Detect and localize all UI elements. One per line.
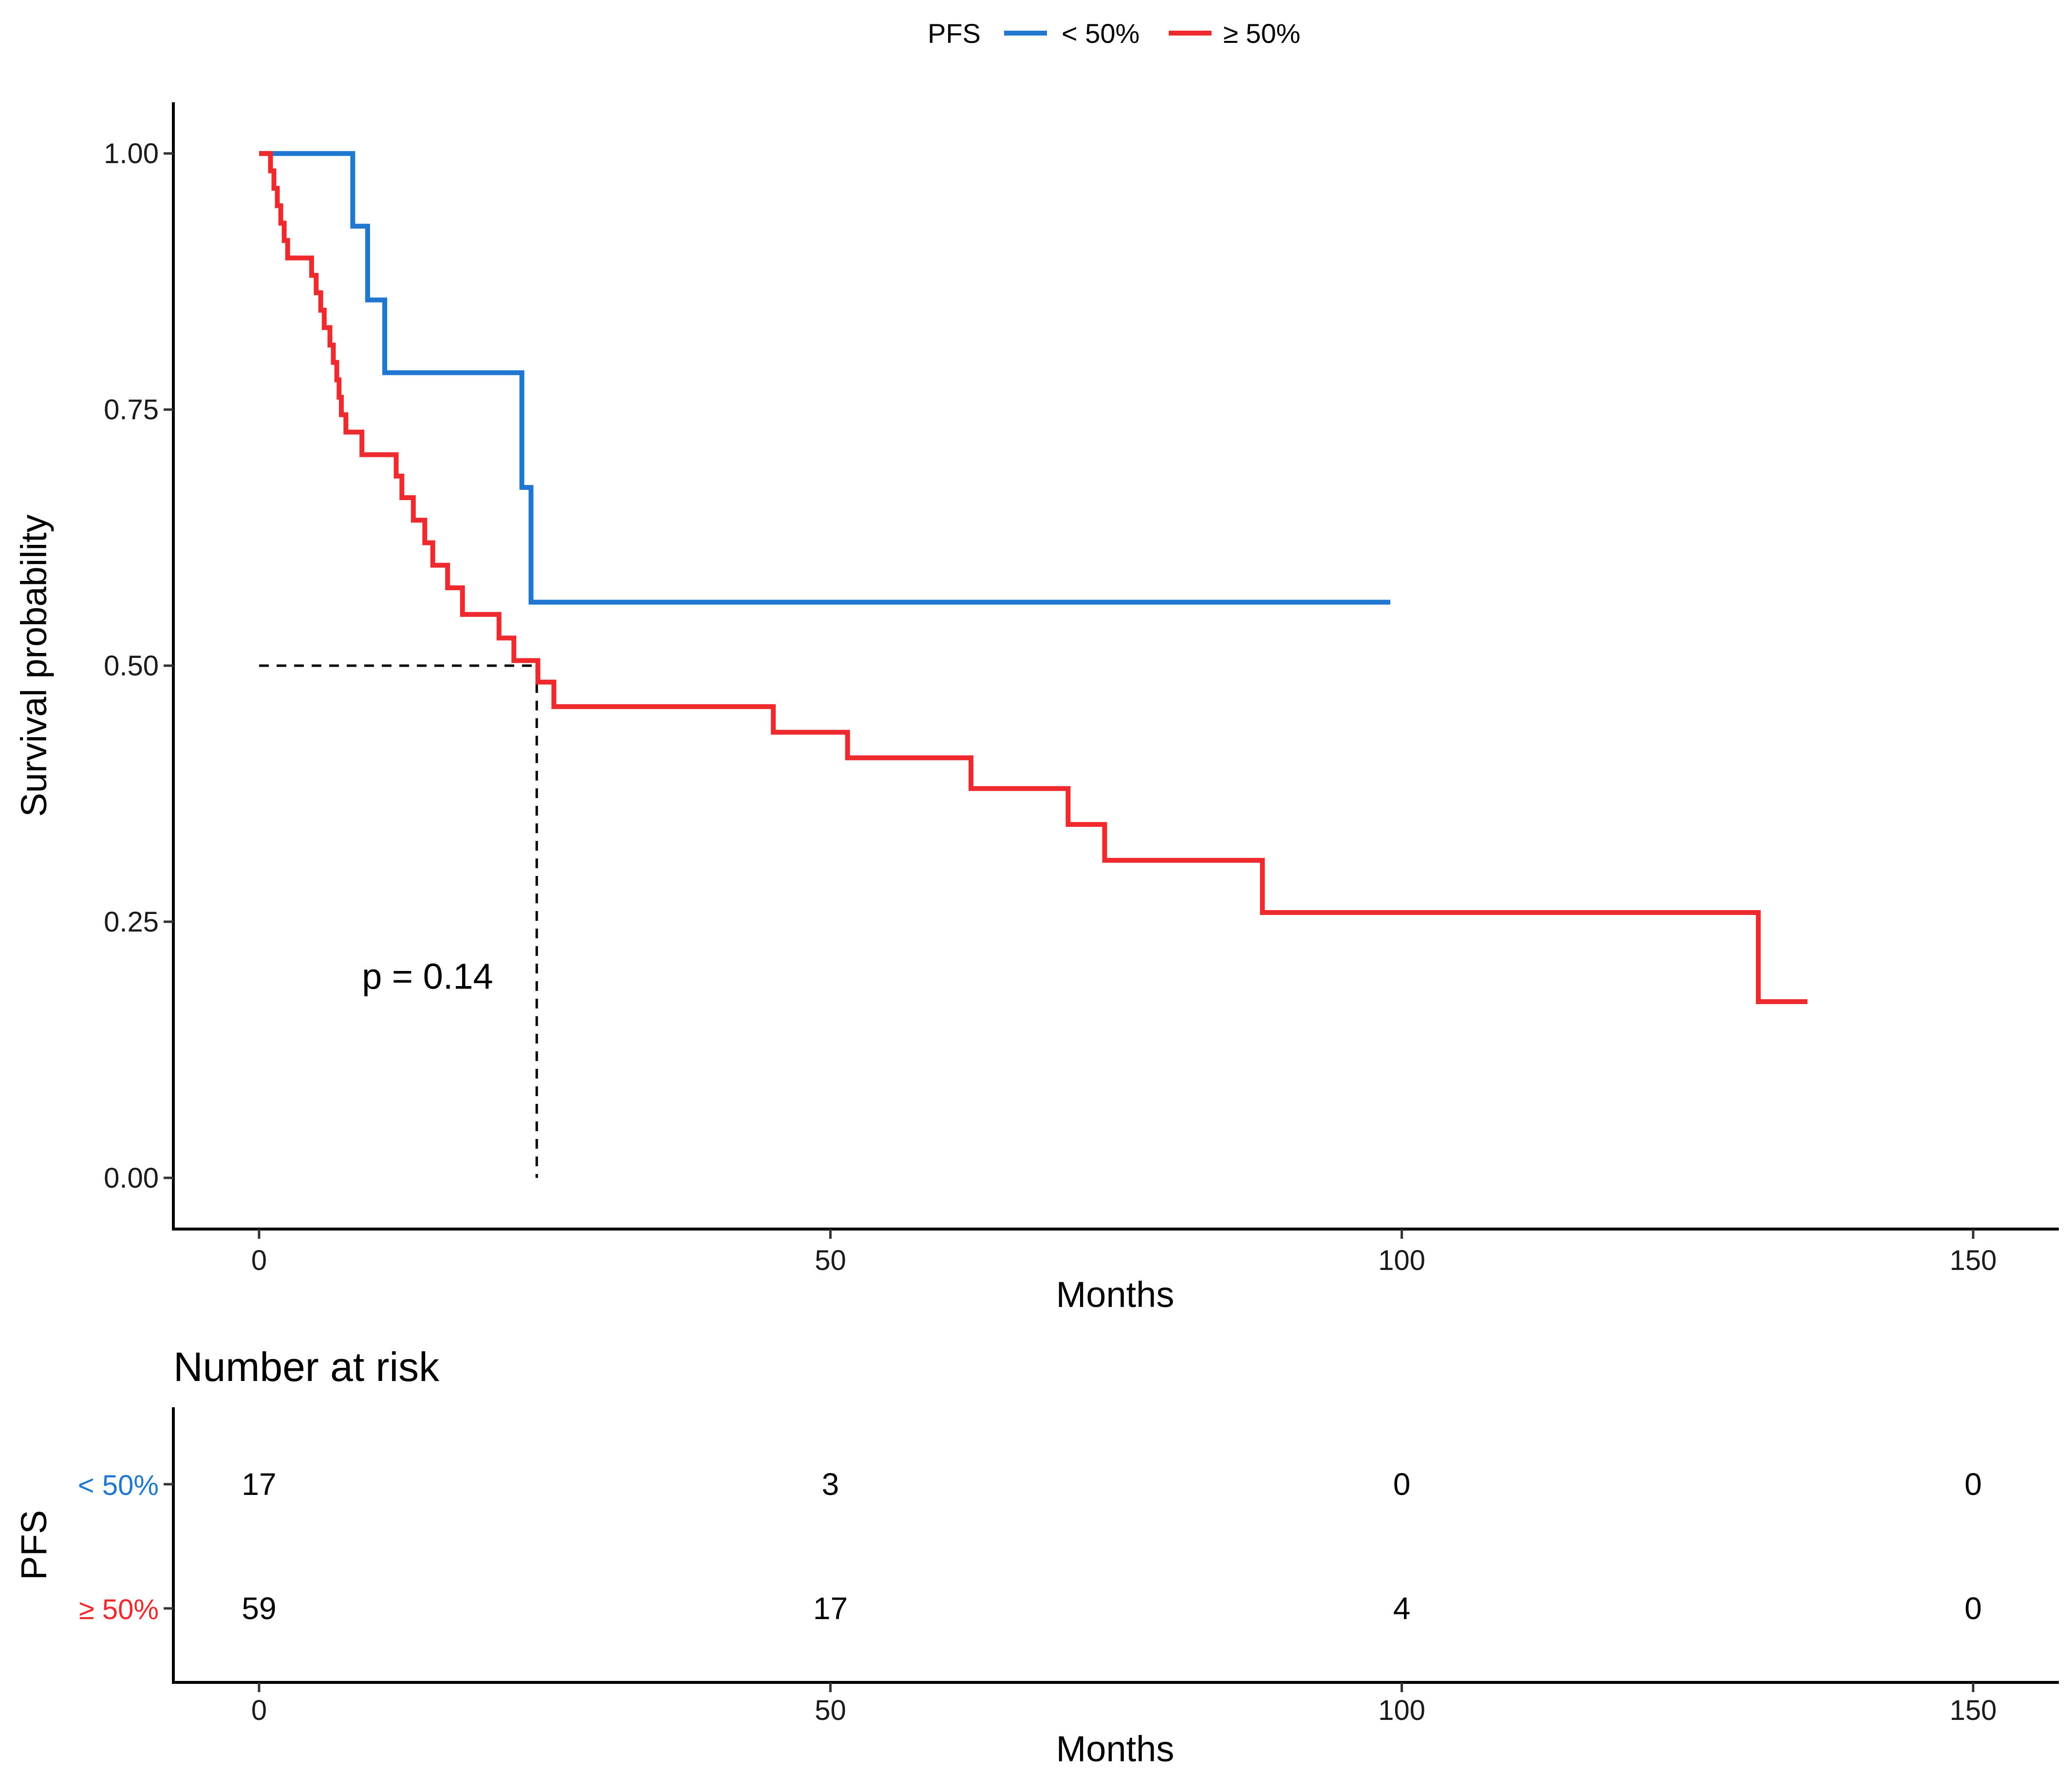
x-tick-label: 50 (815, 1245, 846, 1276)
curve-lt50 (259, 151, 1391, 605)
risk-x-tick-label: 150 (1950, 1695, 1997, 1726)
risk-y-axis-title: PFS (14, 1510, 54, 1580)
legend: PFS < 50% ≥ 50% (928, 18, 1300, 49)
x-tick-label: 150 (1950, 1245, 1997, 1276)
risk-x-ticks: 0 50 100 150 (251, 1682, 1997, 1726)
y-tick-label: 0.50 (104, 650, 159, 682)
risk-x-tick-label: 50 (815, 1695, 846, 1726)
survival-curves (259, 151, 1808, 1004)
risk-count: 0 (1964, 1591, 1982, 1626)
x-tick-label: 100 (1378, 1245, 1425, 1276)
risk-count: 0 (1964, 1467, 1982, 1502)
risk-x-tick-label: 0 (251, 1695, 267, 1726)
x-ticks: 0 50 100 150 (251, 1229, 1997, 1276)
risk-table-title: Number at risk (173, 1344, 440, 1390)
risk-rows: < 50% 17 3 0 0 ≥ 50% 59 17 4 0 (78, 1467, 1982, 1626)
risk-x-tick-label: 100 (1378, 1695, 1425, 1726)
risk-row-label: ≥ 50% (79, 1594, 159, 1625)
median-lines (259, 664, 538, 1178)
x-axis-title: Months (1056, 1274, 1175, 1315)
y-tick-label: 0.75 (104, 394, 159, 426)
y-axis-title: Survival probability (14, 514, 54, 817)
y-ticks: 0.00 0.25 0.50 0.75 1.00 (104, 138, 173, 1194)
risk-row-label: < 50% (78, 1470, 159, 1501)
p-value-annotation: p = 0.14 (362, 956, 493, 996)
y-tick-label: 0.25 (104, 906, 159, 938)
risk-x-axis-title: Months (1056, 1729, 1175, 1769)
risk-count: 59 (242, 1591, 276, 1626)
main-plot: 0.000.250.500.751.00 0 50 100 150 p = 0.14 … (14, 102, 2059, 1315)
risk-count: 3 (822, 1467, 840, 1502)
risk-count: 17 (242, 1467, 276, 1502)
legend-label-lt50: < 50% (1062, 18, 1139, 49)
risk-count: 0 (1393, 1467, 1411, 1502)
legend-label-ge50: ≥ 50% (1223, 18, 1300, 49)
legend-title: PFS (928, 18, 981, 49)
y-tick-label: 1.00 (104, 138, 159, 169)
x-tick-label: 0 (251, 1245, 267, 1276)
risk-count: 4 (1393, 1591, 1411, 1626)
risk-table: Number at risk < 50% 17 3 0 0 ≥ 50% 59 17 4 0 0 50… (14, 1344, 2059, 1769)
curve-ge50 (259, 151, 1808, 1004)
y-tick-label: 0.00 (104, 1162, 159, 1194)
risk-count: 17 (813, 1591, 848, 1626)
